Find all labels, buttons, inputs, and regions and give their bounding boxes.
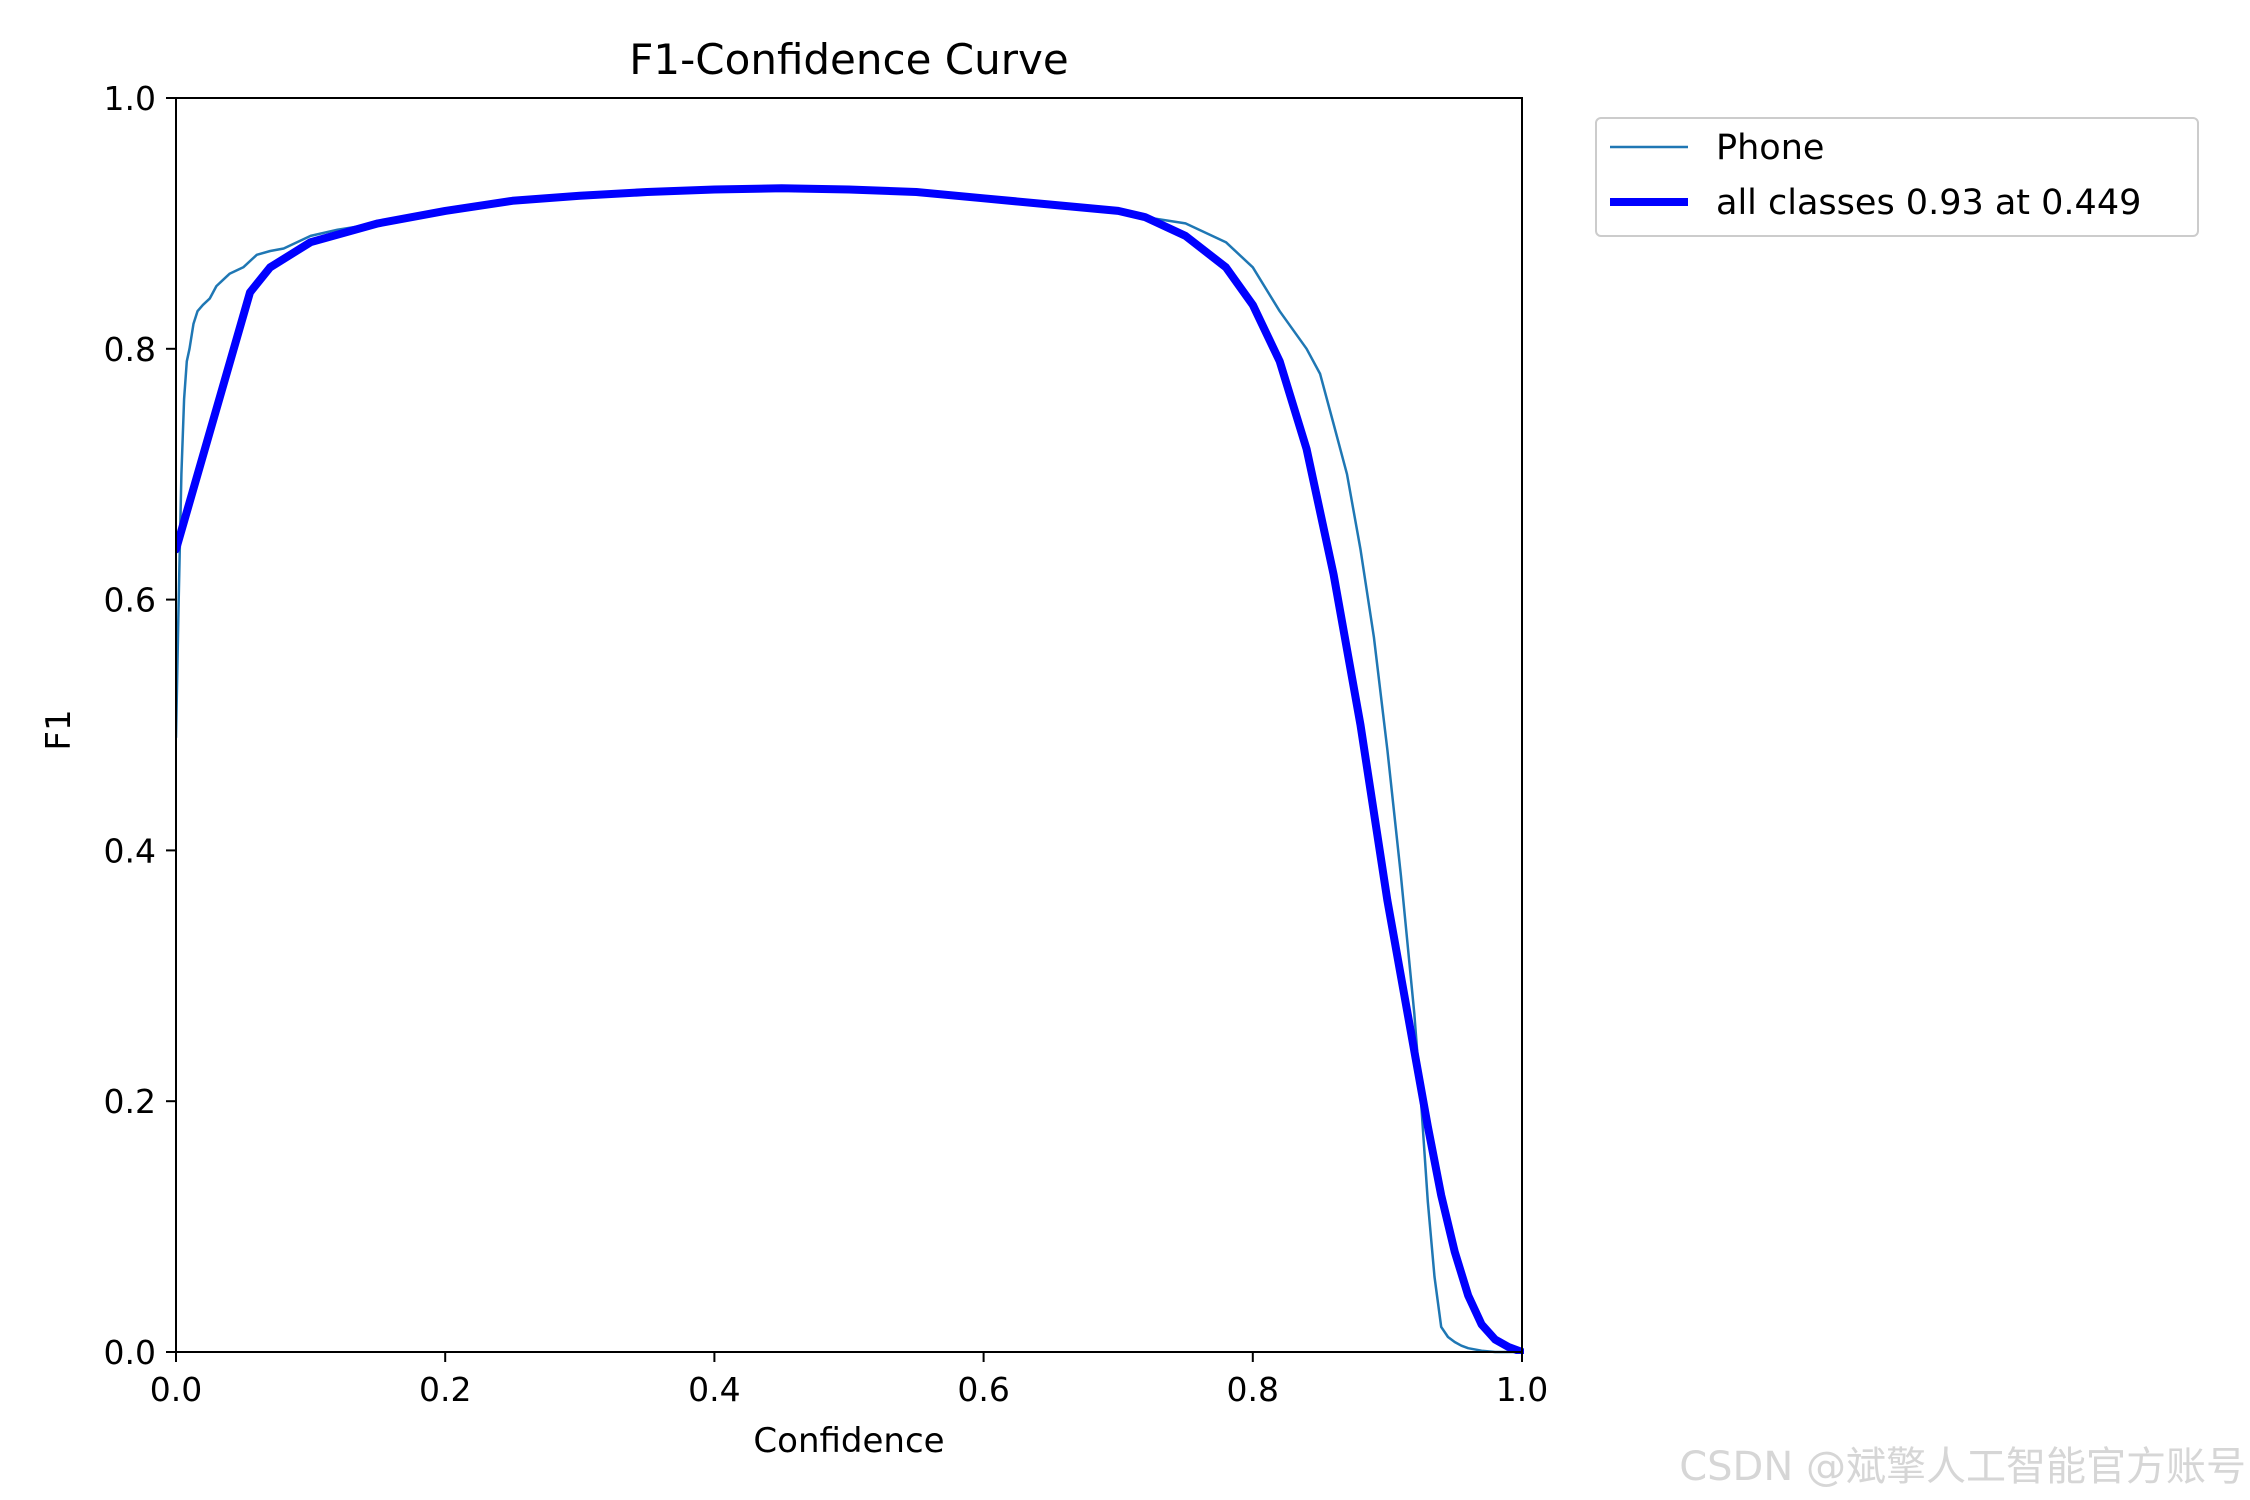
plot-area xyxy=(175,97,1524,1354)
chart-title: F1-Confidence Curve xyxy=(629,35,1068,84)
axis-ticks: 0.0 0.2 0.4 0.6 0.8 1.0 0.0 0.2 0.4 0.6 0.8 1.0 xyxy=(104,79,1549,1409)
y-tick-label: 0.8 xyxy=(104,330,156,369)
x-tick-label: 0.0 xyxy=(150,1370,202,1409)
series-line-phone xyxy=(176,188,1524,1354)
series-group xyxy=(176,184,1524,1354)
y-tick-label: 0.0 xyxy=(104,1333,156,1372)
y-tick-label: 0.6 xyxy=(104,581,156,620)
x-tick-label: 0.4 xyxy=(688,1370,740,1409)
y-axis-label: F1 xyxy=(39,709,79,750)
legend: Phone all classes 0.93 at 0.449 xyxy=(1595,117,2199,237)
series-line-all-classes xyxy=(176,184,1524,1354)
x-tick-label: 0.6 xyxy=(957,1370,1009,1409)
legend-box xyxy=(1595,117,2199,237)
y-tick-label: 0.2 xyxy=(104,1082,156,1121)
x-tick-label: 1.0 xyxy=(1496,1370,1548,1409)
x-tick-label: 0.8 xyxy=(1227,1370,1279,1409)
x-axis-label: Confidence xyxy=(753,1421,944,1461)
y-tick-label: 1.0 xyxy=(104,79,156,118)
legend-label: Phone xyxy=(1716,128,1824,168)
x-tick-label: 0.2 xyxy=(419,1370,471,1409)
watermark: CSDN @斌擎人工智能官方账号 xyxy=(1679,1444,2246,1490)
y-tick-label: 0.4 xyxy=(104,831,156,870)
plot-frame xyxy=(175,97,1523,1353)
legend-label: all classes 0.93 at 0.449 xyxy=(1716,183,2141,223)
